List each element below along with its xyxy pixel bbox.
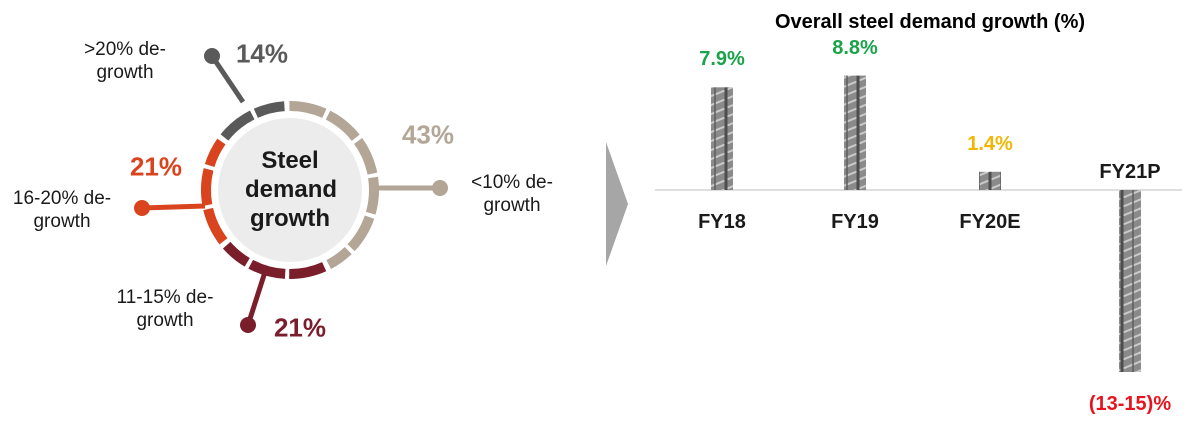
donut-segment — [222, 241, 327, 279]
center-label: Steel demand growth — [245, 146, 338, 232]
value-label: 21% — [129, 151, 183, 182]
value-label: 43% — [401, 119, 455, 150]
connector-dot — [432, 180, 448, 196]
connector-dot — [240, 317, 256, 333]
x-tick-label: FY19 — [831, 211, 879, 233]
x-tick-label: FY20E — [959, 211, 1021, 233]
category-label: >20% de-growth — [84, 39, 166, 83]
connector — [209, 54, 246, 104]
bar — [711, 87, 733, 190]
category-label: 16-20% de-growth — [12, 188, 112, 232]
connector-dot — [134, 200, 150, 216]
x-tick-label: FY21P — [1099, 161, 1161, 183]
bar — [844, 75, 866, 190]
category-label: 11-15% de-growth — [116, 287, 214, 331]
bar — [1119, 190, 1141, 372]
value-label: 7.9% — [699, 48, 745, 71]
value-label: 1.4% — [967, 132, 1013, 155]
value-label: 21% — [273, 312, 327, 343]
donut-segment — [289, 101, 379, 269]
value-label: 14% — [235, 38, 289, 69]
connector — [245, 271, 268, 326]
x-tick-label: FY18 — [698, 211, 746, 233]
bar — [979, 171, 1001, 190]
donut-center — [218, 118, 362, 262]
connector-dot — [204, 48, 220, 64]
chart-title: Overall steel demand growth (%) — [774, 11, 1086, 33]
donut-segment — [201, 138, 228, 245]
value-label: (13-15)% — [1088, 393, 1172, 415]
category-label: <10% de-growth — [471, 172, 553, 216]
donut-segment — [220, 101, 285, 141]
value-label: 8.8% — [832, 36, 878, 59]
arrow — [606, 142, 628, 266]
connector — [141, 203, 206, 211]
